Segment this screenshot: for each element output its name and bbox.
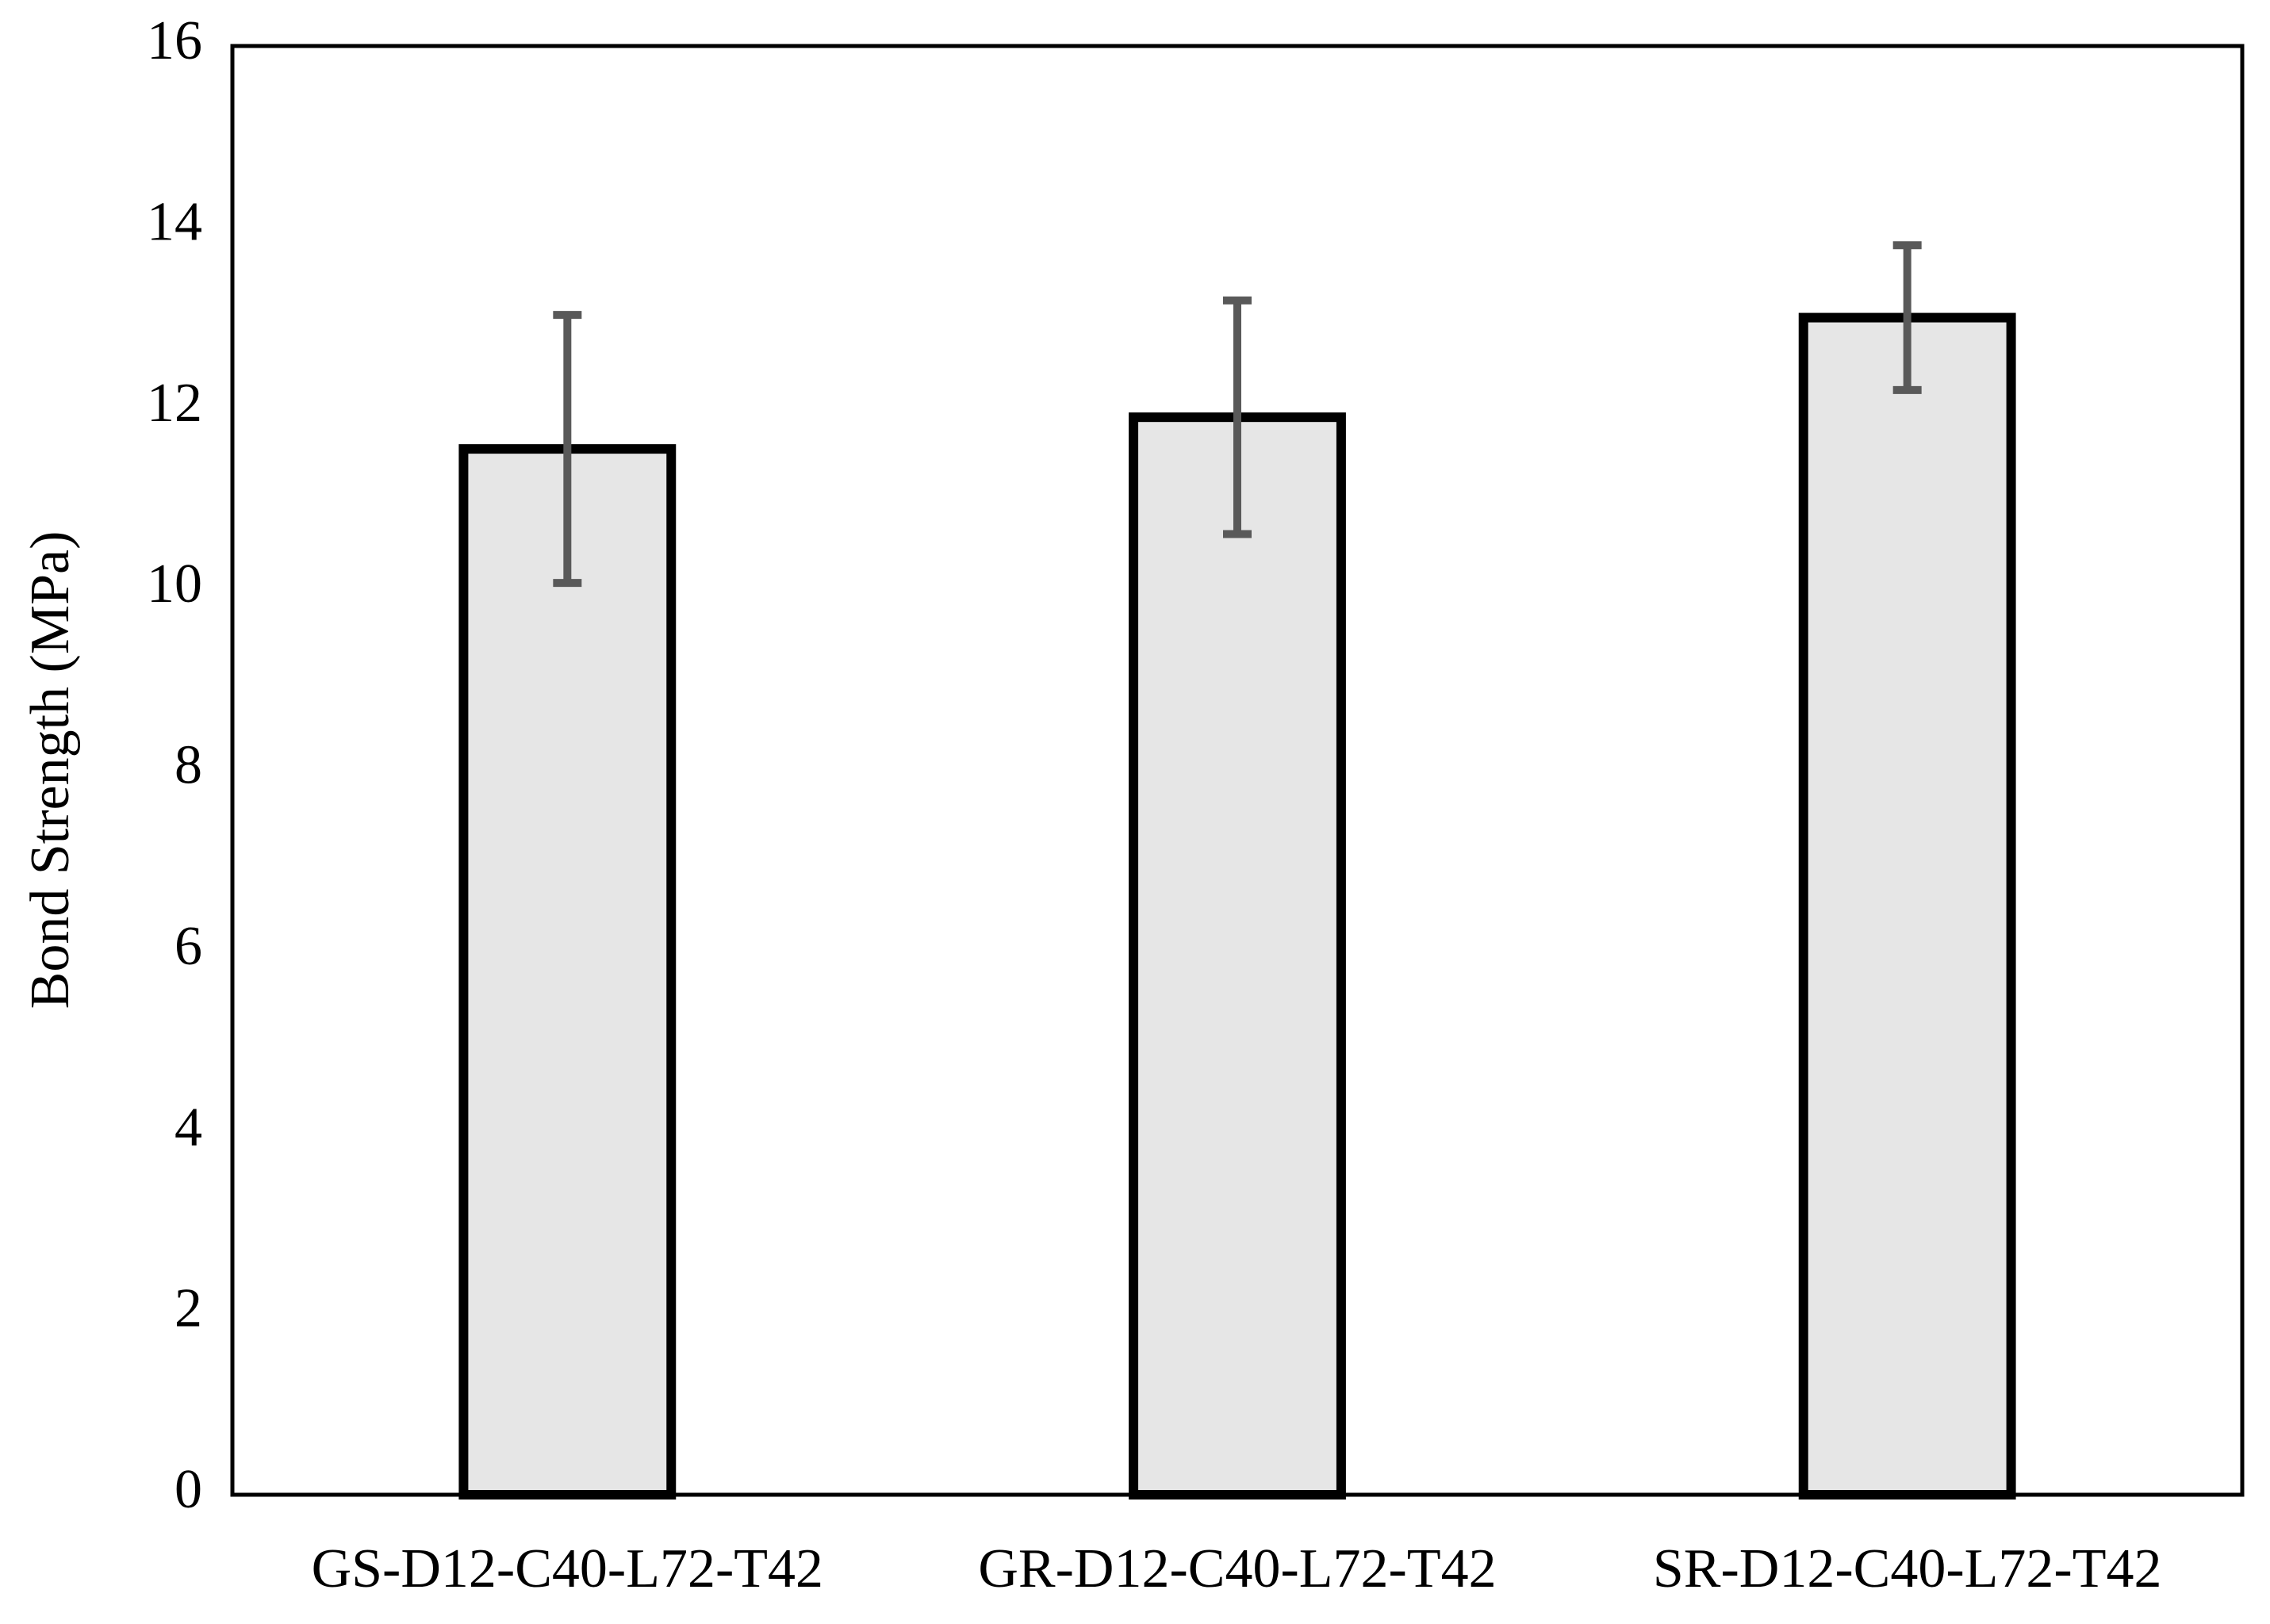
error-bar (1892, 241, 1922, 394)
y-axis-title: Bond Strength (MPa) (20, 531, 81, 1009)
y-tick-label: 6 (174, 916, 202, 977)
error-bar (1223, 296, 1252, 538)
y-tick-label: 8 (174, 735, 202, 796)
y-tick-label: 0 (174, 1459, 202, 1520)
bar (1798, 312, 2016, 1500)
bar (458, 444, 677, 1500)
bar (1129, 412, 1346, 1500)
x-tick-label: SR-D12-C40-L72-T42 (1653, 1538, 2162, 1599)
x-tick-label: GS-D12-C40-L72-T42 (312, 1538, 823, 1599)
error-bar (553, 311, 582, 588)
y-tick-label: 12 (147, 373, 202, 434)
x-tick-label: GR-D12-C40-L72-T42 (978, 1538, 1496, 1599)
y-tick-label: 10 (147, 553, 202, 615)
y-tick-label: 16 (147, 10, 202, 71)
y-tick-label: 14 (147, 191, 202, 252)
y-tick-label: 2 (174, 1278, 202, 1339)
y-tick-label: 4 (174, 1097, 202, 1158)
